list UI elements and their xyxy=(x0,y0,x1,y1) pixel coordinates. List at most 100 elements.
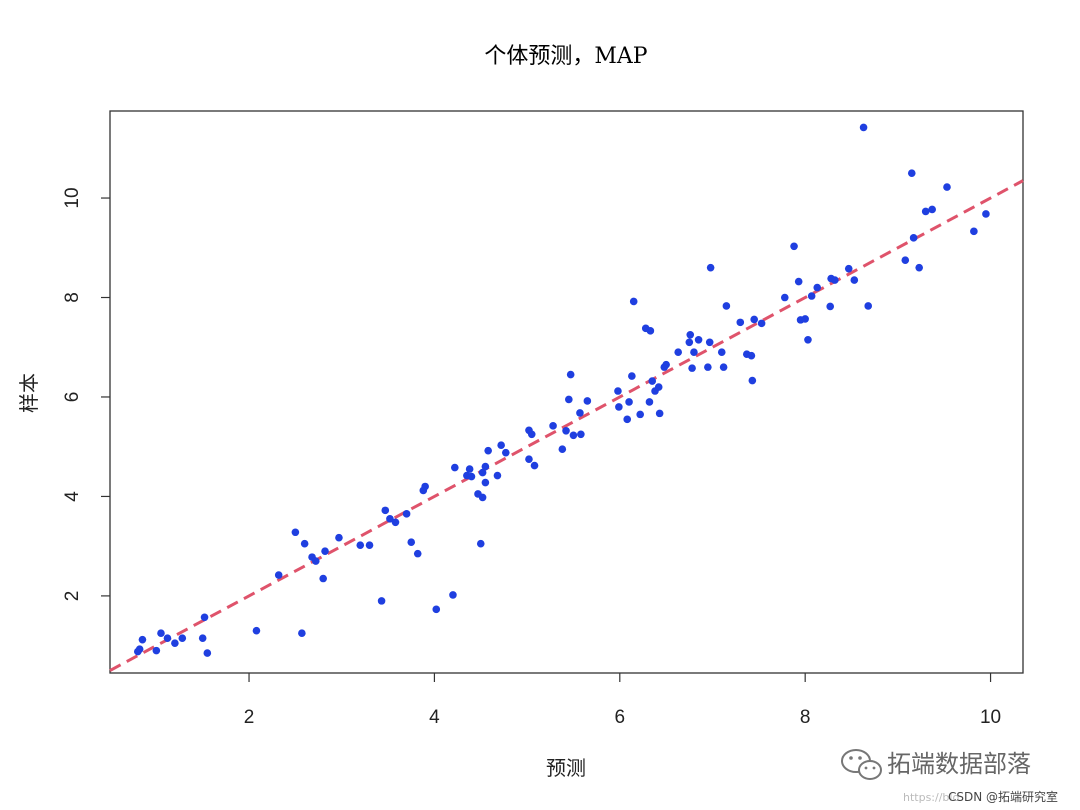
data-point xyxy=(335,533,343,542)
x-tick-label: 6 xyxy=(615,707,626,728)
y-axis-label: 样本 xyxy=(17,373,41,413)
points-group xyxy=(134,123,990,657)
data-point xyxy=(757,319,766,328)
data-point xyxy=(804,335,812,344)
data-point xyxy=(549,422,557,430)
data-point xyxy=(300,539,309,548)
data-point xyxy=(583,397,592,405)
data-point xyxy=(736,318,745,327)
data-point xyxy=(465,465,474,473)
x-tick-label: 8 xyxy=(800,707,811,728)
data-point xyxy=(484,446,492,455)
data-point xyxy=(685,338,694,347)
data-point xyxy=(970,227,978,236)
data-point xyxy=(801,315,809,323)
data-point xyxy=(915,263,923,272)
data-point xyxy=(645,398,654,406)
data-point xyxy=(525,455,533,463)
data-point xyxy=(662,360,670,369)
data-point xyxy=(831,276,839,284)
data-point xyxy=(391,518,400,527)
data-point xyxy=(135,645,144,653)
y-tick-label: 8 xyxy=(62,292,83,303)
data-point xyxy=(311,557,320,565)
x-tick-label: 10 xyxy=(980,707,1001,728)
data-point xyxy=(566,370,575,379)
data-point xyxy=(562,426,570,435)
data-point xyxy=(844,264,853,273)
data-point xyxy=(478,468,487,477)
data-point xyxy=(527,430,536,439)
data-point xyxy=(493,471,502,480)
data-point xyxy=(381,506,390,515)
data-point xyxy=(648,377,657,385)
data-point xyxy=(780,293,789,302)
data-point xyxy=(686,331,695,339)
data-point xyxy=(705,338,714,347)
data-point xyxy=(377,597,386,605)
data-point xyxy=(291,528,300,537)
data-point xyxy=(407,538,416,546)
data-point xyxy=(565,395,573,404)
data-point xyxy=(826,302,835,311)
data-point xyxy=(655,409,664,418)
data-point xyxy=(501,448,510,457)
data-point xyxy=(481,462,490,471)
data-point xyxy=(928,205,936,214)
data-point xyxy=(138,635,147,644)
data-point xyxy=(577,430,585,439)
data-point xyxy=(497,441,505,450)
data-point xyxy=(614,387,622,395)
data-point xyxy=(530,461,539,470)
y-tick-label: 4 xyxy=(62,491,83,502)
data-point xyxy=(432,605,441,614)
data-point xyxy=(402,510,411,518)
data-point xyxy=(654,383,663,391)
data-point xyxy=(413,549,422,558)
y-tick-label: 2 xyxy=(62,591,83,602)
data-point xyxy=(748,376,757,385)
data-point xyxy=(790,242,798,251)
data-point xyxy=(909,234,918,242)
data-point xyxy=(152,646,161,655)
data-point xyxy=(750,315,758,324)
data-point xyxy=(171,639,179,647)
data-point xyxy=(921,207,930,216)
data-point xyxy=(163,634,172,642)
data-point xyxy=(576,409,584,417)
data-point xyxy=(694,335,703,344)
data-point xyxy=(704,363,712,371)
chart-title: 个体预测，MAP xyxy=(484,44,647,69)
data-point xyxy=(274,571,283,579)
data-point xyxy=(628,372,636,380)
data-point xyxy=(623,415,632,424)
data-point xyxy=(636,410,644,419)
data-point xyxy=(794,277,803,286)
data-point xyxy=(386,515,394,523)
data-point xyxy=(625,398,633,406)
data-point xyxy=(813,283,822,292)
data-point xyxy=(321,547,329,555)
watermark-csdn: CSDN @拓端研究室 xyxy=(948,789,1058,804)
data-point xyxy=(203,649,212,657)
data-point xyxy=(467,472,476,481)
data-point xyxy=(298,629,306,638)
data-point xyxy=(157,629,165,638)
plot-frame xyxy=(109,110,1024,674)
data-point xyxy=(690,348,698,357)
x-tick-label: 4 xyxy=(429,707,440,728)
data-point xyxy=(198,634,207,642)
data-point xyxy=(178,634,187,642)
data-point xyxy=(719,363,728,371)
data-point xyxy=(850,276,859,284)
data-point xyxy=(717,348,726,357)
x-tick-label: 2 xyxy=(244,707,255,728)
data-point xyxy=(907,169,916,177)
watermark-brand: 拓端数据部落 xyxy=(887,750,1031,778)
reference-line-group xyxy=(109,179,1024,672)
data-point xyxy=(319,574,327,583)
data-point xyxy=(864,302,873,310)
data-point xyxy=(859,123,868,132)
watermark-url: https://blo xyxy=(903,791,959,804)
data-point xyxy=(674,348,682,357)
